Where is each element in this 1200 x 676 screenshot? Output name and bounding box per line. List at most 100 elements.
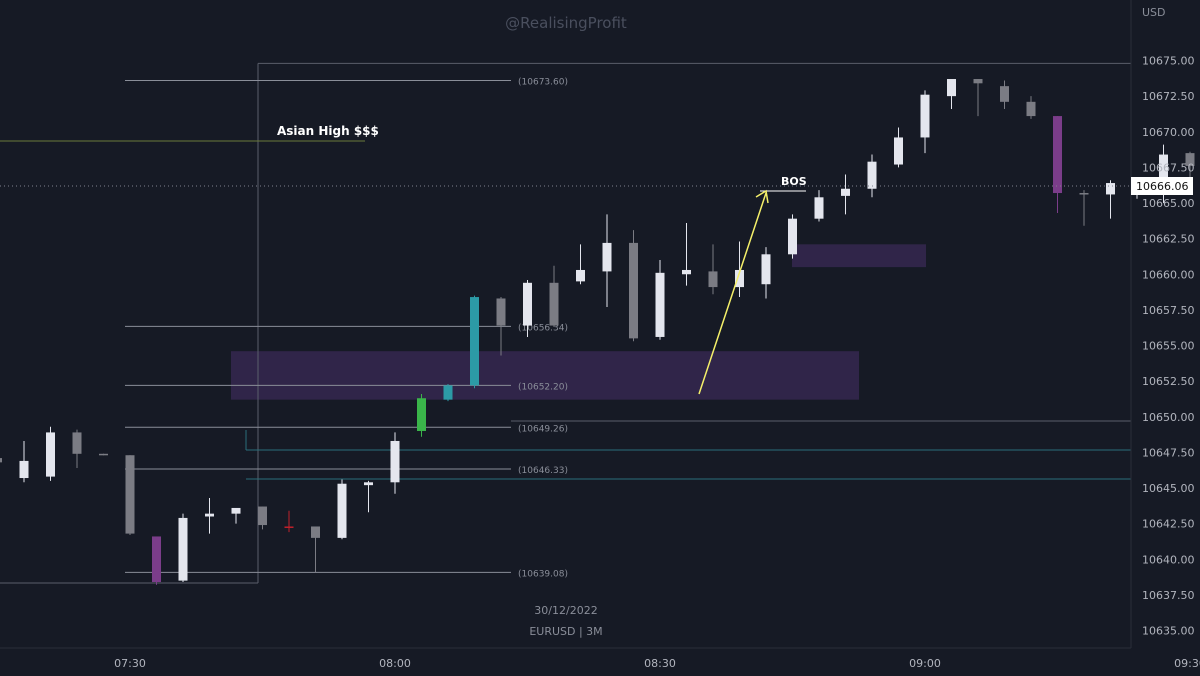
level-label: (10639.08) (518, 569, 568, 579)
candle (973, 79, 983, 117)
candle (602, 214, 612, 308)
candle-body (311, 526, 320, 538)
level-label: (10656.34) (518, 323, 568, 333)
candle-body (602, 242, 612, 272)
current-price-badge (1131, 177, 1193, 195)
candle (258, 506, 267, 530)
candle-body (1079, 193, 1089, 195)
y-tick-label: 10665.00 (1142, 197, 1195, 210)
x-tick-label: 09:00 (909, 657, 941, 670)
y-tick-label: 10670.00 (1142, 126, 1195, 139)
bos-arrow-head (755, 189, 769, 204)
candle (72, 429, 82, 469)
y-tick-label: 10675.00 (1142, 55, 1195, 68)
y-tick-label: 10672.50 (1142, 90, 1195, 103)
candle-body (470, 297, 479, 386)
current-price-text: 10666.06 (1136, 180, 1189, 193)
candle-body (284, 526, 294, 528)
candle-body (523, 282, 532, 326)
candle-body (152, 536, 161, 583)
candle-body (0, 458, 2, 463)
candle-body (1185, 153, 1195, 166)
candle (1000, 80, 1009, 109)
candle-body (496, 298, 506, 326)
candle-body (46, 432, 55, 477)
candle (443, 383, 453, 402)
candle-body (19, 460, 29, 479)
bos-arrow-line (698, 192, 767, 395)
candle (947, 79, 956, 109)
candle (470, 295, 479, 389)
candle (231, 507, 241, 524)
candle-body (125, 455, 135, 534)
candle (284, 510, 294, 533)
candle-body (417, 398, 426, 431)
candle (99, 453, 108, 456)
candle-body (390, 440, 400, 483)
candle (417, 393, 426, 437)
candle (814, 190, 824, 222)
candle (682, 222, 691, 286)
candle (841, 174, 850, 215)
candle (205, 497, 214, 534)
candle (152, 536, 161, 585)
candle (576, 244, 585, 285)
candle-body (735, 269, 744, 288)
candle-body (549, 282, 559, 326)
x-tick-label: 07:30 (114, 657, 146, 670)
demand-zone-lower (231, 351, 859, 400)
candle-body (337, 483, 347, 538)
candle-body (576, 269, 585, 282)
candle (523, 279, 532, 337)
candle-body (1106, 183, 1115, 195)
x-tick-label: 09:30 (1174, 657, 1200, 670)
level-label: (10649.26) (518, 424, 568, 434)
candle (496, 297, 506, 356)
candle-body (920, 94, 930, 138)
level-label: (10673.60) (518, 77, 568, 87)
candle (867, 154, 877, 198)
candle-body (761, 254, 771, 285)
x-tick-label: 08:00 (379, 657, 411, 670)
candle-body (947, 79, 956, 97)
candle-body (708, 271, 718, 288)
candle (178, 513, 188, 583)
candle-body (894, 137, 903, 165)
candle (125, 455, 135, 536)
candle (761, 247, 771, 299)
level-label: (10646.33) (518, 466, 568, 476)
candle-body (205, 513, 214, 517)
candle (788, 214, 797, 259)
y-tick-label: 10650.00 (1142, 411, 1195, 424)
y-tick-label: 10660.00 (1142, 268, 1195, 281)
y-tick-label: 10662.50 (1142, 233, 1195, 246)
y-tick-label: 10652.50 (1142, 375, 1195, 388)
date-label: 30/12/2022 (534, 604, 597, 617)
candle (337, 479, 347, 540)
candle-body (72, 432, 82, 454)
asian-high-label: Asian High $$$ (277, 124, 379, 138)
candle (19, 440, 29, 483)
candle-body (1053, 116, 1062, 194)
candle (629, 230, 638, 342)
candle-body (1159, 154, 1168, 181)
y-tick-label: 10642.50 (1142, 518, 1195, 531)
candle (311, 526, 320, 573)
candle (1053, 116, 1062, 213)
candle (708, 244, 718, 295)
candle-body (443, 385, 453, 400)
candle-body (682, 269, 691, 275)
candle (0, 458, 2, 463)
bos-label: BOS (781, 175, 807, 188)
candle (364, 480, 373, 513)
demand-zone-upper (792, 244, 926, 268)
candle (655, 260, 665, 340)
y-tick-label: 10655.00 (1142, 340, 1195, 353)
currency-label: USD (1142, 6, 1166, 19)
candle-body (973, 79, 983, 84)
symbol-label: EURUSD | 3M (529, 625, 602, 638)
candle (46, 426, 55, 481)
y-tick-label: 10657.50 (1142, 304, 1195, 317)
